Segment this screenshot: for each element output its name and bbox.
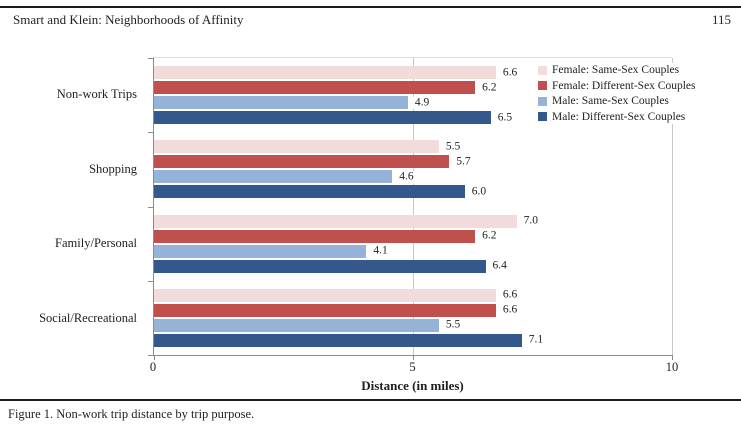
- page-number: 115: [711, 12, 731, 27]
- legend-item: Male: Same-Sex Couples: [538, 95, 696, 107]
- value-label: 5.7: [454, 155, 473, 169]
- bar: 4.6: [154, 170, 416, 184]
- category-label: Family/Personal: [55, 236, 137, 251]
- bar: 6.5: [154, 111, 515, 125]
- category-label: Shopping: [89, 161, 137, 176]
- bar-group: 5.5 5.7 4.6 6.0: [154, 132, 672, 206]
- bar: 6.0: [154, 185, 489, 199]
- figure-caption: Figure 1. Non-work trip distance by trip…: [8, 407, 255, 421]
- bar: 6.2: [154, 229, 499, 243]
- x-axis-tick-label: 5: [409, 360, 416, 374]
- bar: 5.7: [154, 155, 473, 169]
- bar: 6.4: [154, 259, 509, 273]
- value-label: 7.0: [521, 214, 540, 228]
- legend-item: Female: Different-Sex Couples: [538, 80, 696, 92]
- value-label: 6.6: [500, 66, 520, 79]
- bar-group: 7.0 6.2 4.1 6.4: [154, 207, 672, 281]
- value-label: 4.9: [412, 96, 432, 109]
- legend-swatch-icon: [538, 65, 547, 75]
- legend-swatch-icon: [538, 96, 547, 106]
- running-head: Smart and Klein: Neighborhoods of Affini…: [13, 12, 244, 27]
- bar: 6.6: [154, 303, 520, 317]
- x-axis-tick: [154, 355, 155, 360]
- value-label: 4.6: [397, 170, 416, 184]
- bar: 5.5: [154, 140, 463, 154]
- legend-label: Female: Same-Sex Couples: [552, 64, 680, 76]
- legend-label: Male: Same-Sex Couples: [552, 95, 669, 107]
- legend-label: Female: Different-Sex Couples: [552, 79, 696, 92]
- page-header: Smart and Klein: Neighborhoods of Affini…: [13, 12, 731, 28]
- y-axis-tick: [148, 206, 154, 208]
- legend-swatch-icon: [538, 112, 547, 121]
- bar: 7.0: [154, 214, 540, 228]
- y-axis-tick: [148, 280, 154, 282]
- value-label: 6.4: [490, 259, 509, 273]
- bar: 4.9: [154, 96, 432, 110]
- plot-area: 6.6 6.2 4.9 6.5 5.5 5.7 4.6 6.0 7.0 6.2 4.1 6.4 6.6 6…: [148, 57, 673, 360]
- category-label: Social/Recreational: [39, 311, 137, 326]
- legend-swatch-icon: [538, 81, 547, 90]
- x-axis-tick-label: 10: [665, 360, 679, 374]
- bar: 7.1: [154, 333, 546, 347]
- bottom-rule: [0, 399, 741, 401]
- y-axis-tick: [148, 132, 154, 134]
- category-axis-labels: Non-work Trips Shopping Family/Personal Soc…: [0, 57, 146, 356]
- value-label: 6.5: [495, 111, 515, 124]
- legend-item: Female: Same-Sex Couples: [538, 64, 696, 76]
- x-axis-tick-labels: 0 5 10: [149, 360, 678, 376]
- x-axis-title: Distance (in miles): [361, 378, 464, 393]
- x-axis-tick: [413, 355, 414, 360]
- value-label: 5.5: [443, 319, 463, 332]
- gridline-5: [413, 58, 414, 355]
- value-label: 5.5: [443, 140, 463, 154]
- value-label: 6.6: [500, 304, 520, 317]
- value-label: 6.6: [500, 289, 520, 302]
- value-label: 4.1: [371, 244, 390, 258]
- value-label: 6.2: [480, 81, 499, 94]
- y-axis-tick: [148, 355, 154, 356]
- x-axis-tick: [672, 355, 673, 360]
- value-label: 6.2: [480, 229, 499, 243]
- top-rule: [0, 6, 741, 8]
- x-axis-tick-label: 0: [149, 360, 157, 374]
- bar: 6.6: [154, 288, 520, 302]
- bar-groups: 6.6 6.2 4.9 6.5 5.5 5.7 4.6 6.0 7.0 6.2 4.1 6.4 6.6 6…: [154, 58, 672, 355]
- bar: 5.5: [154, 318, 463, 332]
- y-axis-tick: [148, 58, 154, 59]
- value-label: 7.1: [526, 334, 546, 347]
- category-label: Non-work Trips: [56, 86, 137, 101]
- bar-group: 6.6 6.2 4.9 6.5: [154, 58, 672, 132]
- chart-legend: Female: Same-Sex Couples Female: Differen…: [536, 63, 698, 124]
- gridline-10: [672, 58, 673, 355]
- bar: 4.1: [154, 244, 390, 258]
- bar: 6.2: [154, 81, 499, 95]
- legend-item: Male: Different-Sex Couples: [538, 111, 696, 123]
- value-label: 6.0: [469, 185, 489, 199]
- legend-label: Male: Different-Sex Couples: [552, 110, 686, 123]
- bar: 6.6: [154, 66, 520, 80]
- bar-group: 6.6 6.6 5.5 7.1: [154, 281, 672, 355]
